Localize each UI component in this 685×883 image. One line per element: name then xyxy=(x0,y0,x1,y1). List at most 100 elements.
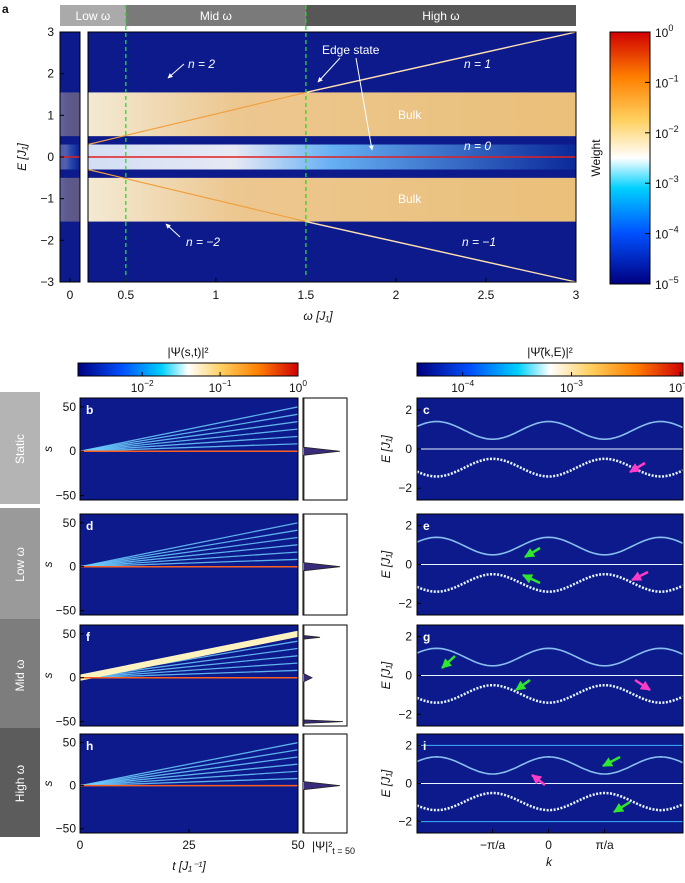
pointer-arrow xyxy=(515,678,531,692)
pointer-arrow xyxy=(631,570,649,582)
wavefront xyxy=(79,770,299,787)
y-axis-label: s xyxy=(41,673,55,679)
tick-exponent: −2 xyxy=(682,378,685,388)
y-tick-label: 0 xyxy=(405,442,412,456)
row-tab xyxy=(0,508,40,619)
colorbar-tick-label: 10−2 xyxy=(669,378,685,395)
wavefront xyxy=(79,435,299,452)
wavefront xyxy=(79,669,299,679)
annotation-arrow xyxy=(165,223,181,238)
region-bar xyxy=(125,5,306,26)
y-tick-label: 50 xyxy=(63,400,77,414)
annotation-arrow xyxy=(317,57,341,83)
y-tick-label: −2 xyxy=(40,233,54,247)
y-tick-label: 0 xyxy=(405,558,412,572)
panel-label: c xyxy=(423,403,430,417)
tick-base: 10 xyxy=(209,381,223,395)
x-tick-label: 25 xyxy=(182,838,196,852)
x-tick-label: 3 xyxy=(573,288,580,302)
region-label: Mid ω xyxy=(200,9,232,23)
profile xyxy=(303,625,344,726)
edge-state xyxy=(305,220,577,283)
tick-base: 10 xyxy=(131,381,145,395)
wavefront xyxy=(79,558,299,568)
profile xyxy=(303,514,341,615)
row-label: Static xyxy=(13,434,27,464)
tick-base: 10 xyxy=(655,26,669,40)
x-tick-label: 0 xyxy=(67,288,74,302)
colorbar-tick-label: 10−4 xyxy=(655,225,679,242)
y-tick-label: −50 xyxy=(56,715,77,729)
profile xyxy=(303,398,341,500)
profile-label: |Ψ|²t = 50 xyxy=(312,839,355,856)
colorbar-label: Weight xyxy=(589,139,603,177)
tick-base: 10 xyxy=(655,278,669,292)
region-label: High ω xyxy=(422,9,459,23)
y-axis-label: s xyxy=(41,562,55,568)
band xyxy=(416,572,684,593)
tick-exponent: −5 xyxy=(668,275,678,285)
y-tick-label: 2 xyxy=(47,67,54,81)
tick-exponent: −1 xyxy=(668,73,678,83)
y-tick-label: −2 xyxy=(398,481,412,495)
row-tab xyxy=(0,728,40,837)
annotation-arrow xyxy=(355,57,374,151)
wavefront xyxy=(79,536,299,568)
region-label: Low ω xyxy=(76,9,111,23)
wavefront xyxy=(79,413,299,452)
band xyxy=(416,647,684,667)
colorbar-tick-label: 10−4 xyxy=(451,378,474,395)
tick-exponent: −2 xyxy=(144,378,154,388)
y-tick-label: −1 xyxy=(40,192,54,206)
profile-label-sub: t = 50 xyxy=(332,846,355,856)
frame xyxy=(87,31,577,283)
wavefront xyxy=(79,655,299,679)
tick-exponent: −3 xyxy=(668,174,678,184)
wavefront xyxy=(79,662,299,679)
row-label: Mid ω xyxy=(13,659,27,691)
x-tick-label: 1.5 xyxy=(298,288,315,302)
panel-label: g xyxy=(423,630,430,644)
bulk-band xyxy=(88,92,576,137)
x-tick-label: 0.5 xyxy=(117,288,134,302)
panel-label: d xyxy=(86,519,93,533)
panel-label: a xyxy=(2,2,9,16)
y-axis-label: E [J₁] xyxy=(15,142,29,170)
annotation-arrow xyxy=(167,63,185,79)
y-tick-label: −2 xyxy=(398,815,412,829)
row-label: High ω xyxy=(13,765,27,802)
wavefront xyxy=(79,544,299,568)
pointer-arrow xyxy=(441,655,456,669)
annotation: n = 0 xyxy=(464,139,491,153)
wavefront xyxy=(79,756,299,787)
panel-label: b xyxy=(86,403,93,417)
annotation: n = 1 xyxy=(464,57,491,71)
tick-exponent: −3 xyxy=(573,378,583,388)
band xyxy=(416,683,684,704)
annotation: Bulk xyxy=(398,192,422,206)
tick-exponent: −4 xyxy=(465,378,475,388)
bulk-band xyxy=(60,177,80,222)
y-tick-label: −2 xyxy=(398,707,412,721)
row-tab xyxy=(0,619,40,730)
tick-base: 10 xyxy=(655,228,669,242)
colorbar-tick-label: 10−1 xyxy=(655,73,679,90)
y-tick-label: 2 xyxy=(405,519,412,533)
tick-exponent: 0 xyxy=(302,378,307,388)
y-tick-label: 50 xyxy=(63,627,77,641)
tick-base: 10 xyxy=(451,381,465,395)
row-tab xyxy=(0,392,40,504)
colorbar-tick-label: 100 xyxy=(655,23,673,40)
x-tick-label: 0 xyxy=(77,838,84,852)
y-axis-label: s xyxy=(41,781,55,787)
row-label: Low ω xyxy=(13,547,27,582)
y-tick-label: −3 xyxy=(40,275,54,289)
band xyxy=(416,536,684,556)
annotation: n = −2 xyxy=(186,235,220,249)
colorbar-title: |Ψ̃(k,E)|² xyxy=(527,345,573,359)
arrows xyxy=(165,57,374,238)
band xyxy=(416,791,684,812)
wavefront xyxy=(79,777,299,787)
